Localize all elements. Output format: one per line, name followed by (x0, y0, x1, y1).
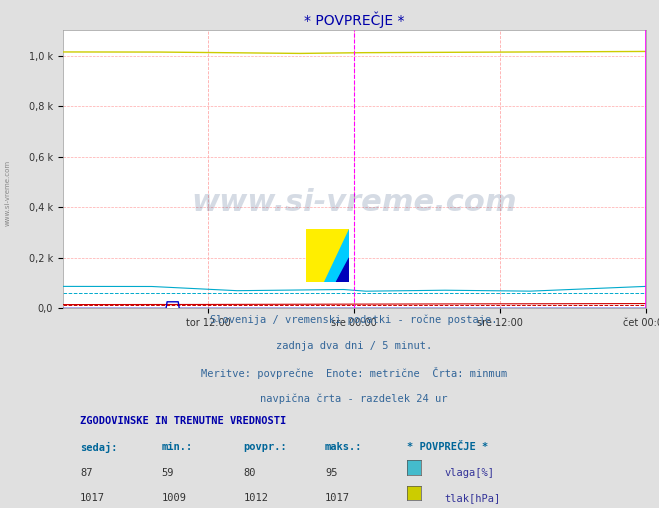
Text: vlaga[%]: vlaga[%] (445, 467, 495, 478)
Text: 87: 87 (80, 467, 93, 478)
Text: 1009: 1009 (161, 493, 186, 503)
Text: 1017: 1017 (80, 493, 105, 503)
Text: 59: 59 (161, 467, 174, 478)
Text: 80: 80 (243, 467, 256, 478)
Text: navpična črta - razdelek 24 ur: navpična črta - razdelek 24 ur (260, 394, 448, 404)
Text: 1012: 1012 (243, 493, 268, 503)
Text: ZGODOVINSKE IN TRENUTNE VREDNOSTI: ZGODOVINSKE IN TRENUTNE VREDNOSTI (80, 417, 287, 426)
Polygon shape (324, 229, 349, 282)
Text: Meritve: povprečne  Enote: metrične  Črta: minmum: Meritve: povprečne Enote: metrične Črta:… (201, 367, 507, 379)
Text: 1017: 1017 (325, 493, 350, 503)
Title: * POVPREČJE *: * POVPREČJE * (304, 11, 405, 28)
Text: Slovenija / vremenski podatki - ročne postaje.: Slovenija / vremenski podatki - ročne po… (210, 314, 498, 325)
Text: maks.:: maks.: (325, 442, 362, 452)
Text: tlak[hPa]: tlak[hPa] (445, 493, 501, 503)
Text: sedaj:: sedaj: (80, 442, 117, 453)
Text: * POVPREČJE *: * POVPREČJE * (407, 442, 488, 452)
Polygon shape (337, 258, 349, 282)
Text: min.:: min.: (161, 442, 193, 452)
Text: www.si-vreme.com: www.si-vreme.com (5, 160, 11, 226)
Text: povpr.:: povpr.: (243, 442, 287, 452)
Text: zadnja dva dni / 5 minut.: zadnja dva dni / 5 minut. (276, 340, 432, 351)
Text: 95: 95 (325, 467, 337, 478)
Text: www.si-vreme.com: www.si-vreme.com (191, 188, 517, 217)
